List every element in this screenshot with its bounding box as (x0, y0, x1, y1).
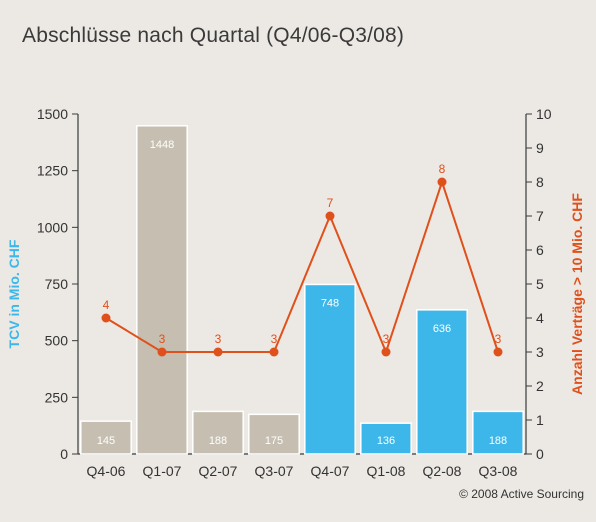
bar-value-label: 636 (433, 323, 451, 335)
line-point (157, 347, 167, 357)
bar-value-label: 1448 (150, 139, 174, 151)
chart-title: Abschlüsse nach Quartal (Q4/06-Q3/08) (22, 24, 405, 47)
right-axis-title: Anzahl Verträge > 10 Mio. CHF (569, 193, 585, 395)
right-y-tick-label: 6 (536, 242, 544, 258)
line-point (493, 347, 503, 357)
line-value-label: 8 (439, 162, 446, 176)
right-y-tick-label: 5 (536, 276, 544, 292)
x-tick-label: Q1-08 (367, 463, 406, 479)
right-y-tick-label: 7 (536, 208, 544, 224)
x-tick-label: Q2-08 (423, 463, 462, 479)
line-value-label: 4 (103, 298, 110, 312)
left-y-tick-label: 1250 (37, 163, 68, 179)
line-value-label: 3 (271, 332, 278, 346)
x-tick-label: Q4-07 (311, 463, 350, 479)
bar-value-label: 145 (97, 435, 115, 447)
bar (136, 125, 188, 455)
line-value-label: 7 (327, 196, 334, 210)
right-y-tick-label: 9 (536, 140, 544, 156)
line-point (213, 347, 223, 357)
line-point (101, 313, 111, 323)
right-y-tick-label: 8 (536, 174, 544, 190)
line-value-label: 3 (383, 332, 390, 346)
bar-value-label: 136 (377, 435, 395, 447)
bar (360, 422, 412, 455)
line-value-label: 3 (215, 332, 222, 346)
line-point (437, 177, 447, 187)
line-point (325, 211, 335, 221)
line-value-label: 3 (495, 332, 502, 346)
bar-value-label: 188 (489, 435, 507, 447)
bar (192, 410, 244, 455)
bar-value-label: 175 (265, 435, 283, 447)
line-series (105, 178, 499, 355)
bar (304, 283, 356, 455)
left-y-tick-label: 1500 (37, 106, 68, 122)
left-y-tick-label: 1000 (37, 219, 68, 235)
left-y-tick-label: 750 (45, 276, 69, 292)
bar (248, 413, 300, 455)
bar-value-label: 188 (209, 435, 227, 447)
line-value-label: 3 (159, 332, 166, 346)
x-tick-label: Q3-07 (255, 463, 294, 479)
left-y-tick-label: 500 (45, 333, 69, 349)
right-y-tick-label: 4 (536, 310, 544, 326)
right-y-tick-label: 3 (536, 344, 544, 360)
line-point (381, 347, 391, 357)
right-y-tick-label: 2 (536, 378, 544, 394)
bar (472, 410, 524, 455)
bar-value-label: 748 (321, 297, 339, 309)
x-tick-label: Q2-07 (199, 463, 238, 479)
copyright-note: © 2008 Active Sourcing (459, 487, 584, 501)
bar (80, 420, 132, 455)
left-axis-title: TCV in Mio. CHF (6, 239, 22, 348)
left-y-tick-label: 0 (60, 446, 68, 462)
right-y-tick-label: 1 (536, 412, 544, 428)
right-y-tick-label: 0 (536, 446, 544, 462)
left-y-tick-label: 250 (45, 389, 69, 405)
x-tick-label: Q3-08 (479, 463, 518, 479)
x-tick-label: Q4-06 (87, 463, 126, 479)
right-y-tick-label: 10 (536, 106, 552, 122)
line-point (269, 347, 279, 357)
x-tick-label: Q1-07 (143, 463, 182, 479)
bar (416, 309, 468, 455)
